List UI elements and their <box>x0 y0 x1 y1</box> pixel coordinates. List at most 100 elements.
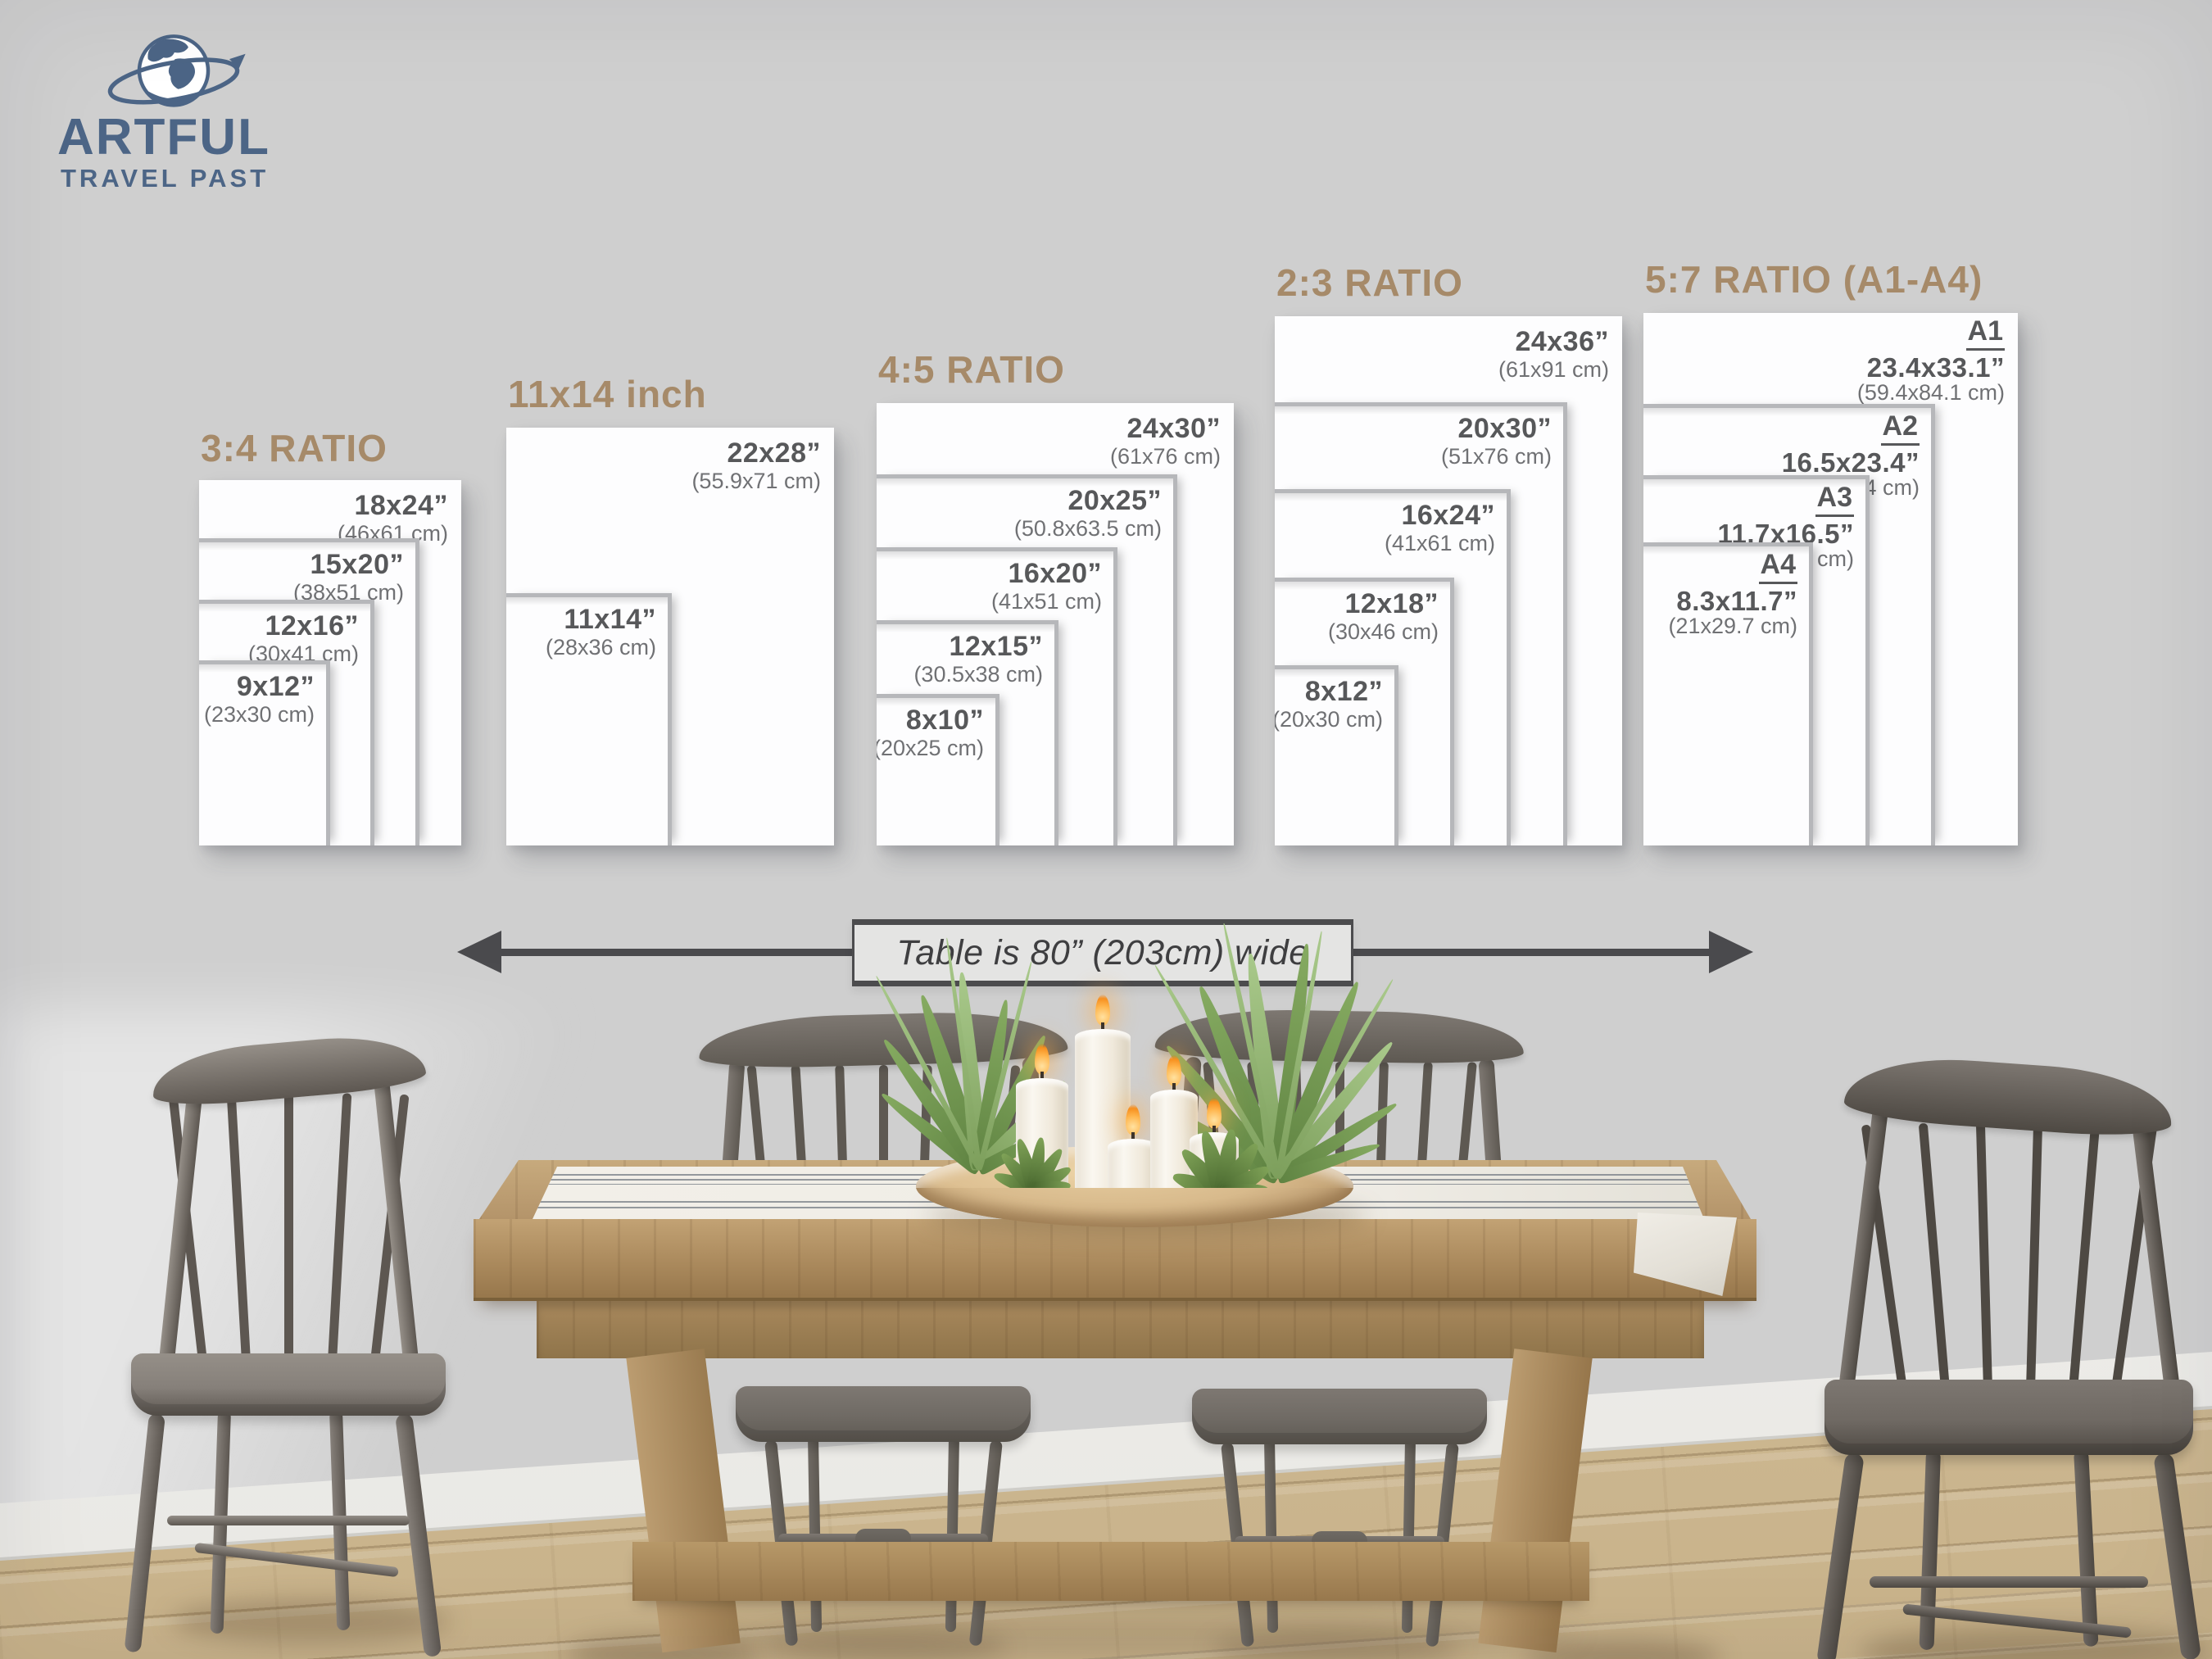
size-cm: (20x30 cm) <box>1275 707 1383 732</box>
size-cm: (59.4x84.1 cm) <box>1856 380 2005 406</box>
size-inches: 22x28” <box>727 437 821 469</box>
side-chair-right-spindle <box>2069 1122 2101 1390</box>
candle-flame <box>1035 1044 1049 1075</box>
size-cm: (41x51 cm) <box>990 589 1102 614</box>
candle-wick <box>1131 1132 1135 1140</box>
nested-frame-9x12: 9x12” (23x30 cm) <box>199 660 330 845</box>
arrow-right-head-icon <box>1709 931 1753 973</box>
size-inches: 12x18” <box>1344 588 1439 619</box>
size-label: 15x20” (38x51 cm) <box>293 549 404 606</box>
nested-frame-8.3x11.7: A4 8.3x11.7” (21x29.7 cm) <box>1643 542 1813 845</box>
tabletop-edge-slab <box>474 1219 1756 1301</box>
side-chair-right-top-rail <box>1843 1052 2175 1140</box>
group-title-inch-11x14: 11x14 inch <box>508 373 707 415</box>
size-inches: 16x20” <box>1008 558 1102 589</box>
paper-size-name: A1 <box>1965 316 2005 351</box>
size-cm: (61x91 cm) <box>1498 357 1609 383</box>
side-chair-left-stretcher <box>167 1516 410 1525</box>
size-label: 16x20” (41x51 cm) <box>991 558 1102 615</box>
size-label: 8x10” (20x25 cm) <box>877 705 984 762</box>
size-cm: (61x76 cm) <box>1109 444 1221 469</box>
paper-size-name: A2 <box>1880 411 1920 446</box>
size-inches: 8x12” <box>1304 676 1383 707</box>
table-width-label: Table is 80” (203cm) wide <box>852 919 1353 986</box>
size-cm: (51x76 cm) <box>1440 444 1552 469</box>
size-inches: 12x16” <box>265 610 359 641</box>
group-title-ratio-2-3: 2:3 RATIO <box>1276 261 1463 304</box>
nested-frame-8x12: 8x12” (20x30 cm) <box>1275 665 1398 845</box>
size-cm: (55.9x71 cm) <box>691 469 821 494</box>
arrow-left-head-icon <box>457 931 501 973</box>
rear-chair-left-seat <box>736 1386 1031 1442</box>
size-inches: 24x36” <box>1515 326 1609 357</box>
poster-group-ratio-3-4: 18x24” (46x61 cm) 15x20” (38x51 cm) 12x16” (3… <box>199 480 461 845</box>
size-label: 12x16” (30x41 cm) <box>248 610 359 668</box>
candle-wick <box>1172 1083 1176 1091</box>
size-label: 9x12” (23x30 cm) <box>204 671 315 728</box>
size-inches: 16.5x23.4” <box>1781 446 1920 478</box>
size-inches: 12x15” <box>949 631 1043 662</box>
size-inches: 16x24” <box>1401 500 1495 531</box>
size-cm: (41x61 cm) <box>1384 531 1495 556</box>
size-label: A4 8.3x11.7” (21x29.7 cm) <box>1668 550 1797 638</box>
size-label: 24x36” (61x91 cm) <box>1498 326 1609 383</box>
rear-chair-right-seat <box>1192 1389 1487 1444</box>
rear-chair-right-back-post <box>1478 1058 1502 1172</box>
rear-chair-left-spindle <box>835 1064 847 1166</box>
size-label: 12x18” (30x46 cm) <box>1328 588 1439 646</box>
size-inches: 8x10” <box>905 705 984 736</box>
rear-chair-right-spindle <box>1417 1061 1433 1166</box>
side-chair-left-spindle <box>284 1093 293 1362</box>
side-chair-left-seat <box>131 1353 446 1416</box>
group-title-ratio-5-7: 5:7 RATIO (A1-A4) <box>1645 258 1983 301</box>
size-label: 20x30” (51x76 cm) <box>1441 413 1552 470</box>
nested-frame-8x10: 8x10” (20x25 cm) <box>877 694 999 845</box>
size-cm: (28x36 cm) <box>545 635 656 660</box>
table-stretcher-beam <box>632 1542 1589 1601</box>
group-title-ratio-3-4: 3:4 RATIO <box>201 427 388 469</box>
candle-wick <box>1213 1126 1216 1134</box>
table-apron <box>537 1301 1704 1358</box>
rear-chair-left-spindle <box>879 1065 888 1165</box>
candle-flame <box>1095 995 1110 1026</box>
size-label: 11x14” (28x36 cm) <box>546 604 656 661</box>
floor-shadow <box>1213 1630 1458 1659</box>
rear-chair-right-spindle <box>1458 1062 1477 1166</box>
size-inches: 20x30” <box>1457 413 1552 444</box>
poster-group-ratio-2-3: 24x36” (61x91 cm) 20x30” (51x76 cm) 16x24” (4… <box>1275 316 1622 845</box>
group-title-ratio-4-5: 4:5 RATIO <box>878 348 1065 391</box>
size-inches: 24x30” <box>1126 413 1221 444</box>
side-chair-right-stretcher <box>1870 1576 2148 1588</box>
candle-flame <box>1167 1055 1181 1086</box>
size-label: 24x30” (61x76 cm) <box>1110 413 1221 470</box>
size-label: A1 23.4x33.1” (59.4x84.1 cm) <box>1856 316 2005 406</box>
size-label: 20x25” (50.8x63.5 cm) <box>1014 485 1162 542</box>
size-label: 18x24” (46x61 cm) <box>338 490 448 547</box>
floor-shadow <box>762 1629 1008 1659</box>
poster-group-ratio-4-5: 24x30” (61x76 cm) 20x25” (50.8x63.5 cm) 16x2… <box>877 403 1234 845</box>
rear-chair-left-spindle <box>791 1064 806 1166</box>
rear-chair-left-spindle <box>746 1065 765 1166</box>
candle-flame <box>1126 1104 1140 1135</box>
size-cm: (20x25 cm) <box>877 736 984 761</box>
candle-flame <box>1207 1098 1222 1129</box>
size-label: 22x28” (55.9x71 cm) <box>691 437 821 495</box>
candle-wick <box>1101 1022 1104 1031</box>
brand-tagline: TRAVEL PAST <box>61 164 270 193</box>
size-inches: 18x24” <box>354 490 448 521</box>
size-cm: (50.8x63.5 cm) <box>1013 516 1162 542</box>
paper-size-name: A4 <box>1758 550 1797 584</box>
nested-frame-11x14: 11x14” (28x36 cm) <box>506 593 672 845</box>
size-inches: 9x12” <box>236 671 315 702</box>
candle-wick <box>1040 1072 1044 1080</box>
size-inches: 23.4x33.1” <box>1866 351 2005 383</box>
size-label: 16x24” (41x61 cm) <box>1385 500 1495 557</box>
globe-logo-icon <box>107 34 246 107</box>
side-chair-right-spindle <box>1918 1122 1950 1390</box>
paper-size-name: A3 <box>1815 483 1854 517</box>
size-inches: 20x25” <box>1067 485 1162 516</box>
poster-group-inch-11x14: 22x28” (55.9x71 cm) 11x14” (28x36 cm) <box>506 428 834 845</box>
size-inches: 15x20” <box>310 549 404 580</box>
